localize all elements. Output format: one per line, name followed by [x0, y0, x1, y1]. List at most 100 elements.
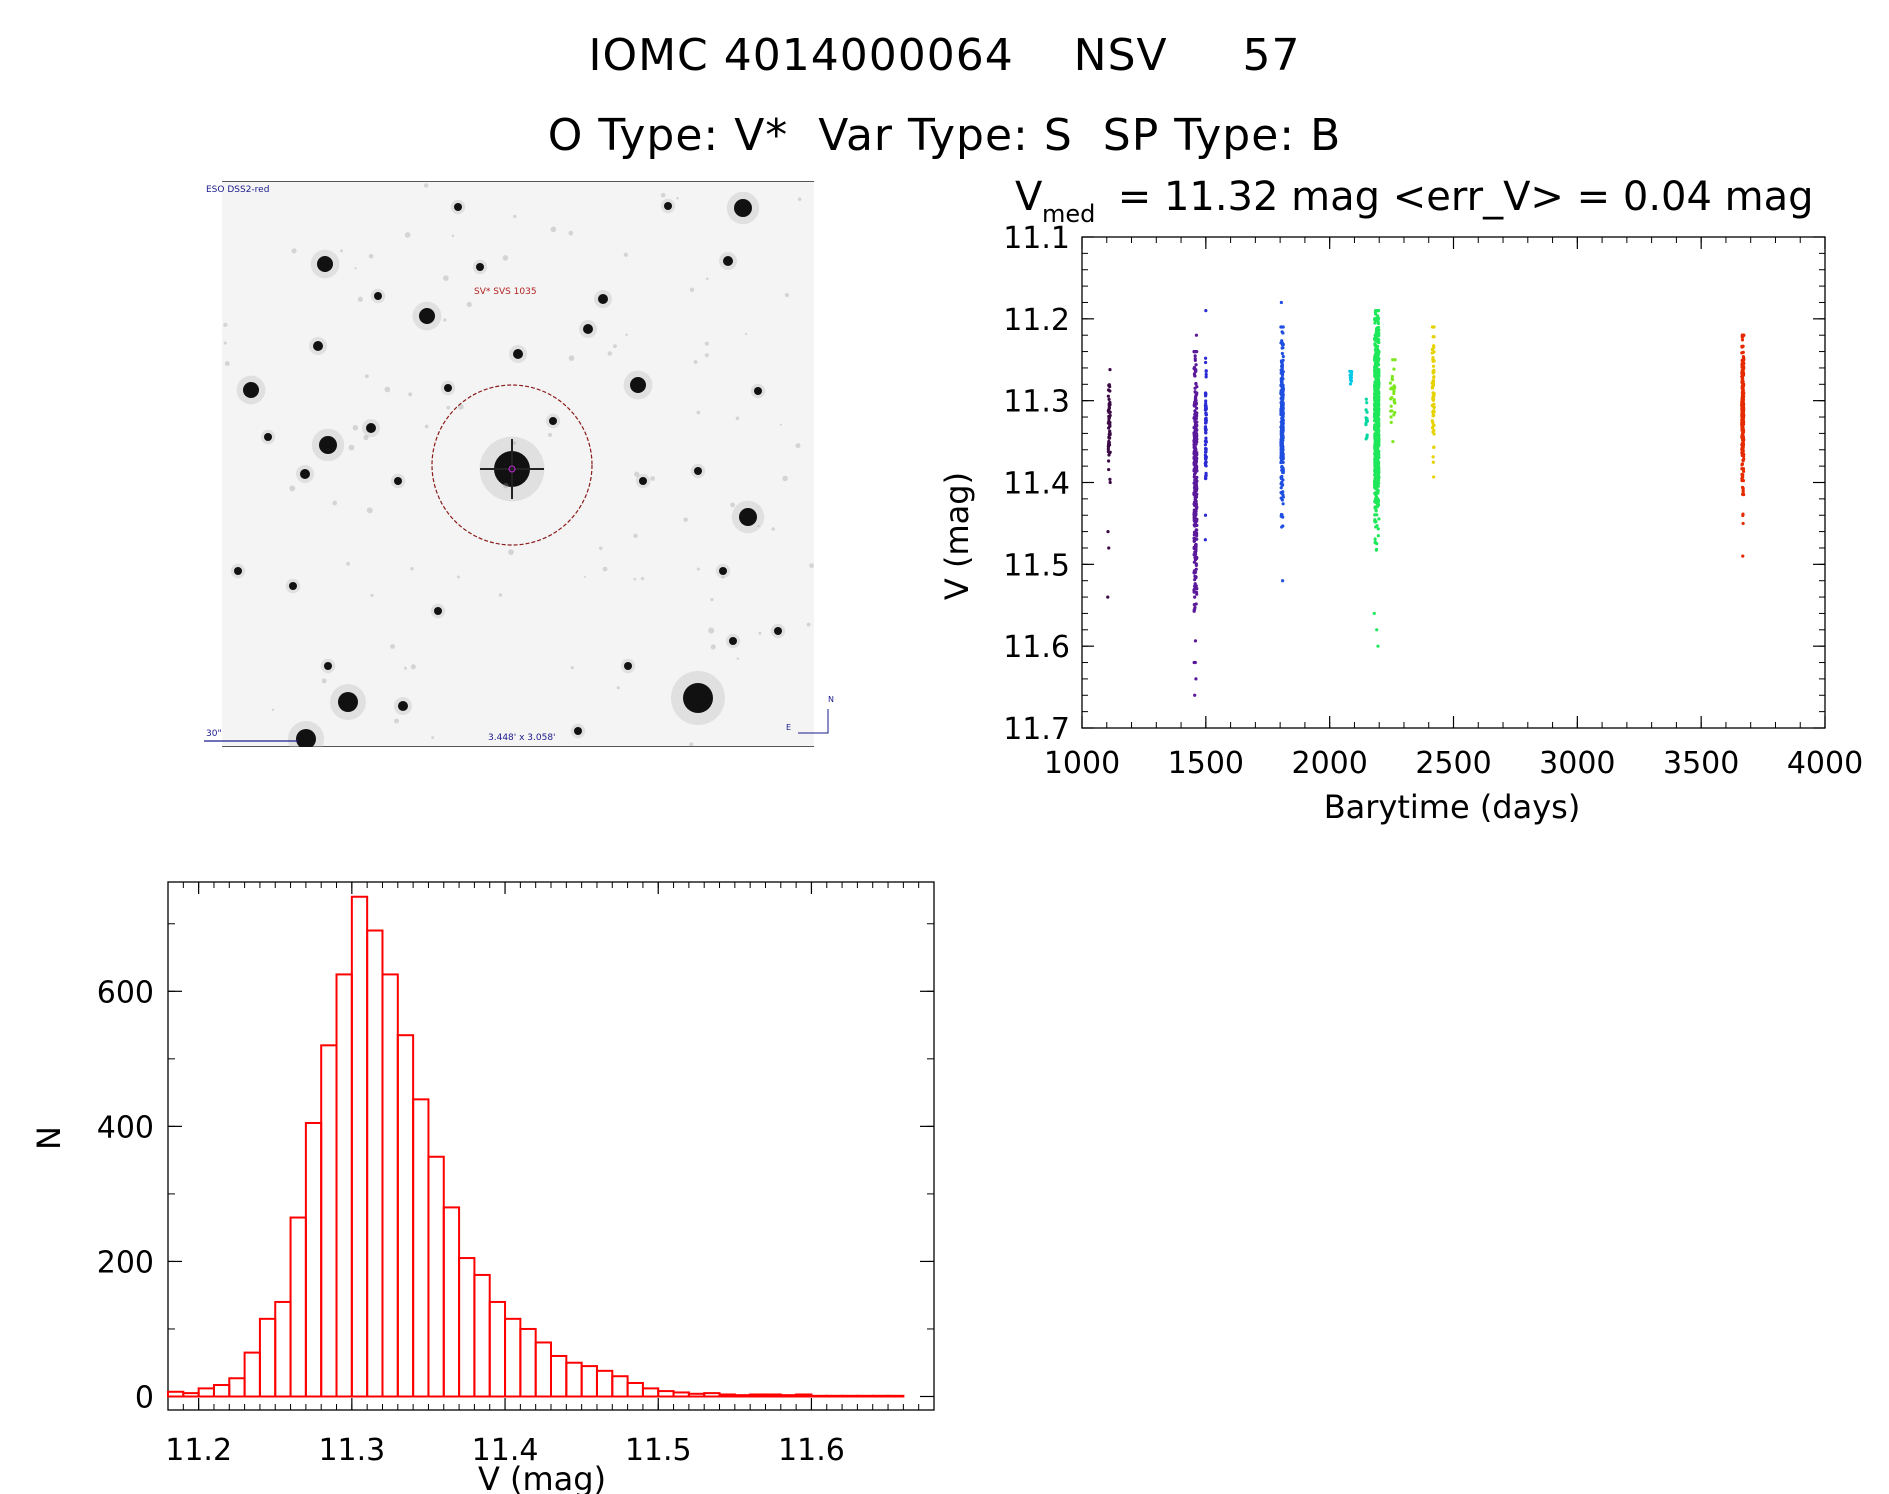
histogram-bar [565, 1361, 583, 1398]
data-point [1376, 644, 1380, 648]
data-point [1204, 356, 1208, 360]
faint-star [568, 230, 574, 236]
y-tick-label: 11.2 [1003, 303, 1070, 338]
data-point [1432, 405, 1436, 410]
data-point [1373, 520, 1377, 524]
faint-star [321, 678, 327, 684]
faint-star [598, 546, 603, 551]
faint-star [502, 255, 509, 261]
data-point [1279, 476, 1284, 481]
field-size-label: 3.448' x 3.058' [488, 733, 556, 743]
data-point [1376, 534, 1380, 538]
lightcurve-chart: V med = 11.32 mag <err_V> = 0.04 mag 100… [940, 174, 1863, 826]
data-point [1204, 399, 1208, 403]
data-point [1195, 457, 1199, 461]
data-point [1203, 461, 1208, 466]
data-point [1373, 399, 1378, 404]
data-point [1393, 410, 1397, 415]
data-point [1203, 425, 1208, 429]
lightcurve-points [1106, 300, 1746, 697]
data-point [1432, 423, 1436, 427]
y-tick-label: 0 [135, 1380, 154, 1415]
faint-star [363, 434, 369, 441]
star [715, 563, 731, 579]
compass-east-label: E [786, 723, 792, 732]
histogram-bar [641, 1387, 660, 1398]
star [623, 370, 653, 400]
data-point [1193, 578, 1197, 582]
faint-star [696, 410, 701, 415]
data-point [1375, 443, 1379, 447]
data-point [1741, 377, 1745, 381]
data-point [1108, 384, 1112, 389]
data-point [1108, 410, 1112, 414]
data-point [1204, 372, 1208, 377]
star [725, 633, 741, 649]
data-point [1194, 333, 1199, 337]
data-point [1194, 486, 1198, 490]
faint-star [689, 287, 695, 292]
data-point [1374, 335, 1378, 339]
data-point [1741, 368, 1745, 372]
y-tick-label: 11.6 [1003, 630, 1070, 665]
data-point [1373, 317, 1377, 321]
data-point [1742, 469, 1746, 473]
data-point [1107, 426, 1111, 430]
data-point [1374, 396, 1378, 400]
star [309, 337, 327, 355]
data-point [1281, 354, 1285, 359]
data-point [1194, 509, 1198, 513]
histogram-bar [595, 1369, 614, 1398]
data-point [1281, 579, 1285, 583]
data-point [1192, 539, 1196, 543]
data-point [1204, 436, 1208, 440]
data-point [1740, 338, 1745, 342]
faint-star [291, 248, 297, 254]
histogram-bar [197, 1387, 215, 1398]
lightcurve-x-axis-label: Barytime (days) [1324, 788, 1581, 826]
data-point [1376, 428, 1380, 432]
faint-star [705, 277, 709, 281]
data-point [1390, 395, 1394, 400]
data-point [1431, 430, 1435, 434]
data-point [1740, 333, 1745, 337]
data-point [1195, 391, 1199, 395]
compass-north-label: N [828, 695, 834, 704]
data-point [1376, 379, 1380, 383]
data-point [1430, 347, 1435, 352]
data-point [1430, 419, 1434, 423]
data-point [1431, 460, 1435, 464]
data-point [1432, 397, 1436, 402]
data-point [1194, 555, 1198, 559]
data-point [1377, 370, 1381, 374]
faint-star [633, 533, 638, 539]
star [288, 721, 324, 747]
faint-star [364, 374, 369, 379]
y-tick-label: 600 [97, 975, 154, 1010]
data-point [1365, 433, 1369, 437]
histogram-chart: 11.2 11.3 11.4 11.5 11.6 0 200 400 600 V (mag) N [30, 881, 935, 1494]
data-point [1376, 434, 1380, 438]
data-point [1281, 414, 1285, 419]
data-point [1195, 523, 1199, 527]
data-point [1193, 445, 1197, 449]
faint-star [634, 471, 640, 477]
data-point [1194, 460, 1198, 464]
data-point [1741, 384, 1745, 388]
data-point [1389, 404, 1393, 408]
data-point [1195, 420, 1199, 424]
data-point [1373, 506, 1377, 510]
star [370, 288, 386, 304]
data-point [1431, 358, 1435, 362]
histogram-bar [412, 1098, 430, 1398]
faint-star [735, 416, 740, 421]
data-point [1204, 439, 1208, 443]
histogram-x-axis-label: V (mag) [478, 1460, 606, 1494]
data-point [1742, 457, 1746, 461]
x-tick-label: 11.2 [165, 1433, 232, 1468]
data-point [1280, 491, 1284, 496]
faint-star [410, 664, 416, 670]
histogram-bar [749, 1393, 767, 1398]
data-point [1194, 396, 1198, 401]
faint-star [271, 708, 275, 711]
